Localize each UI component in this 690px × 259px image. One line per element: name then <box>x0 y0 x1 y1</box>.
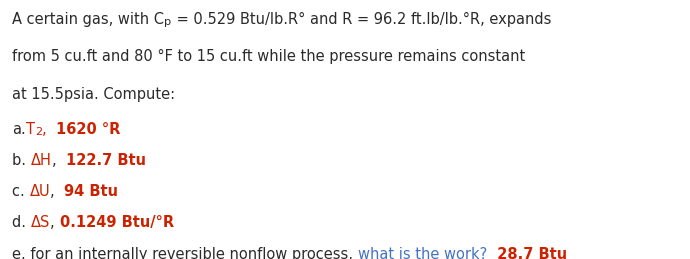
Text: ΔH: ΔH <box>31 153 52 168</box>
Text: 94 Btu: 94 Btu <box>64 184 118 199</box>
Text: c.: c. <box>12 184 30 199</box>
Text: b.: b. <box>12 153 31 168</box>
Text: 0.1249 Btu/°R: 0.1249 Btu/°R <box>59 215 174 230</box>
Text: p: p <box>164 17 172 27</box>
Text: ,: , <box>50 215 59 230</box>
Text: ΔU: ΔU <box>30 184 50 199</box>
Text: ,: , <box>50 184 64 199</box>
Text: 28.7 Btu: 28.7 Btu <box>487 247 567 259</box>
Text: A certain gas, with C: A certain gas, with C <box>12 12 164 27</box>
Text: e. for an internally reversible nonflow process,: e. for an internally reversible nonflow … <box>12 247 358 259</box>
Text: d.: d. <box>12 215 31 230</box>
Text: what is the work?: what is the work? <box>358 247 487 259</box>
Text: T: T <box>26 122 35 137</box>
Text: ,: , <box>52 153 66 168</box>
Text: from 5 cu.ft and 80 °F to 15 cu.ft while the pressure remains constant: from 5 cu.ft and 80 °F to 15 cu.ft while… <box>12 49 526 64</box>
Text: 2: 2 <box>35 127 42 138</box>
Text: ,: , <box>42 122 56 137</box>
Text: a.: a. <box>12 122 26 137</box>
Text: = 0.529 Btu/lb.R° and R = 96.2 ft.lb/lb.°R, expands: = 0.529 Btu/lb.R° and R = 96.2 ft.lb/lb.… <box>172 12 551 27</box>
Text: 122.7 Btu: 122.7 Btu <box>66 153 146 168</box>
Text: 1620 °R: 1620 °R <box>56 122 121 137</box>
Text: ΔS: ΔS <box>31 215 50 230</box>
Text: at 15.5psia. Compute:: at 15.5psia. Compute: <box>12 87 175 102</box>
